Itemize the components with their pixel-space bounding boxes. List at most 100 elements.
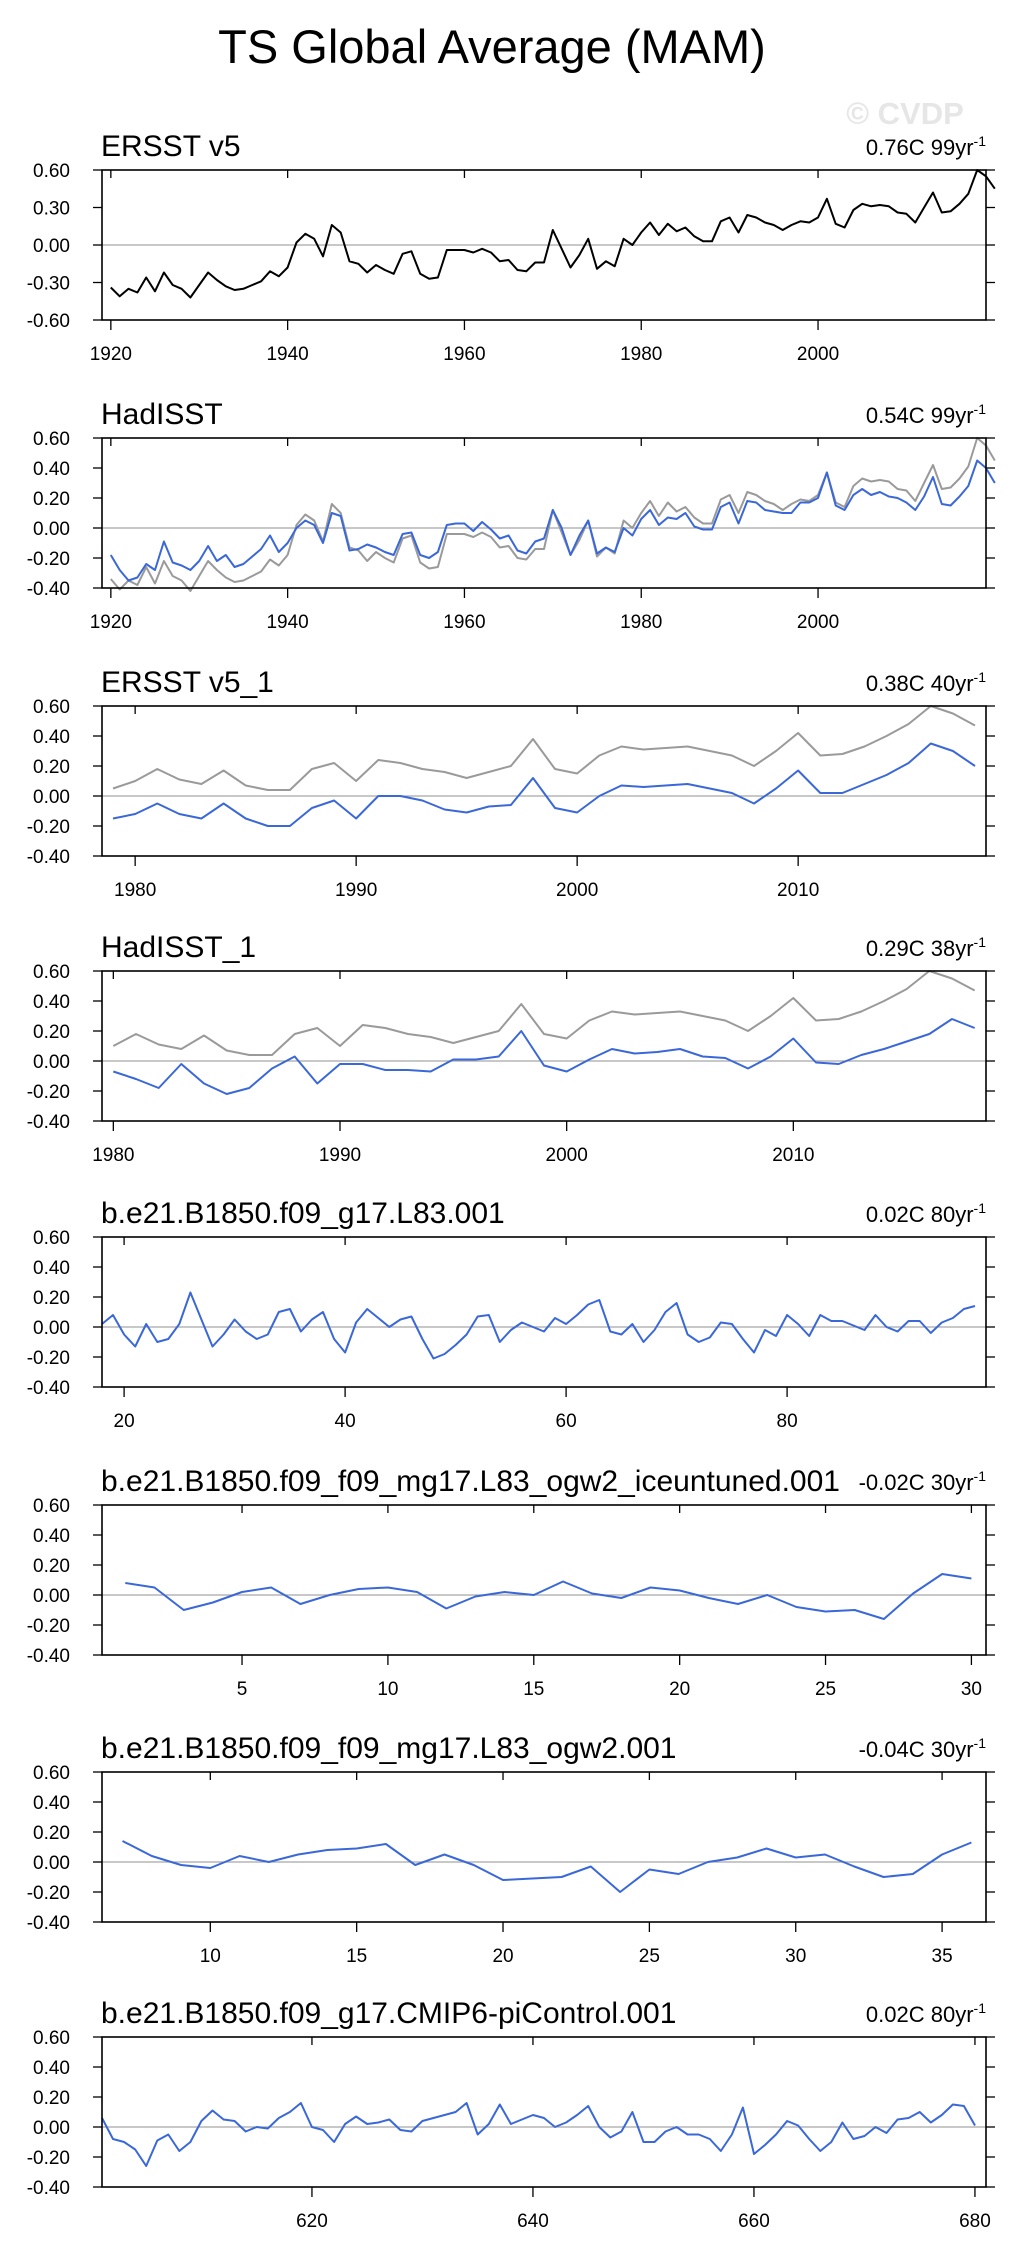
y-tick-label: 0.00: [33, 787, 70, 808]
trend-value: 0.29C 38yr: [866, 936, 974, 961]
x-tick-label: 1980: [620, 344, 662, 365]
trend-superscript: -1: [974, 2000, 987, 2016]
y-tick-label: 0.60: [33, 1763, 70, 1784]
x-tick-label: 2000: [797, 612, 839, 633]
y-tick-label: 0.00: [33, 236, 70, 257]
trend-superscript: -1: [974, 133, 987, 149]
y-tick-label: -0.40: [27, 1378, 70, 1399]
x-tick-label: 40: [335, 1411, 356, 1432]
plot-frame: [101, 437, 987, 589]
x-tick-label: 2000: [556, 880, 598, 901]
y-tick-label: 0.00: [33, 1853, 70, 1874]
x-tick-label: 1980: [620, 612, 662, 633]
y-tick-label: 0.00: [33, 1586, 70, 1607]
x-tick-label: 15: [346, 1946, 367, 1967]
x-tick-label: 2000: [797, 344, 839, 365]
x-tick-label: 620: [296, 2211, 328, 2232]
plot-frame: [101, 1771, 987, 1923]
y-tick-label: 0.40: [33, 1526, 70, 1547]
trend-label: 0.76C 99yr-1: [866, 133, 986, 160]
series-line-series: [125, 1573, 972, 1620]
chart-panels: ERSST v5 0.76C 99yr-10.600.300.00-0.30-0.…: [27, 130, 996, 2232]
chart-panel: ERSST v5_1 0.38C 40yr-1 0.60 0.40 0.20 0.00 -0…: [27, 666, 995, 901]
y-tick-label: 0.60: [33, 161, 70, 182]
y-tick-label: -0.20: [27, 1883, 70, 1904]
x-tick-label: 680: [959, 2211, 991, 2232]
trend-superscript: -1: [974, 401, 987, 417]
y-tick-label: 0.20: [33, 2088, 70, 2109]
plot-frame: [101, 1236, 987, 1388]
x-tick-label: 1980: [92, 1145, 134, 1166]
trend-superscript: -1: [974, 669, 987, 685]
trend-value: -0.02C 30yr: [859, 1470, 974, 1495]
trend-label: -0.02C 30yr-1: [859, 1468, 987, 1495]
panel-title: HadISST_1: [101, 931, 256, 964]
plot-frame: [101, 970, 987, 1122]
panel-title: b.e21.B1850.f09_g17.CMIP6-piControl.001: [101, 1997, 676, 2030]
panel-title: b.e21.B1850.f09_f09_mg17.L83_ogw2.001: [101, 1732, 677, 1765]
y-tick-label: 0.20: [33, 1288, 70, 1309]
x-tick-label: 20: [669, 1679, 690, 1700]
series-line-series: [101, 2102, 976, 2167]
chart-panel: b.e21.B1850.f09_g17.L83.001 0.02C 80yr-10…: [27, 1197, 995, 1432]
x-tick-label: 660: [738, 2211, 770, 2232]
plot-frame: [101, 2036, 987, 2188]
x-tick-label: 2010: [777, 880, 819, 901]
y-tick-label: -0.20: [27, 549, 70, 570]
chart-panel: ERSST v5 0.76C 99yr-1 0.60 0.30 0.00 -0.30 -0.…: [27, 130, 996, 365]
y-tick-label: 0.00: [33, 519, 70, 540]
trend-label: 0.02C 80yr-1: [866, 2000, 986, 2027]
trend-label: 0.54C 99yr-1: [866, 401, 986, 428]
y-tick-label: 0.20: [33, 757, 70, 778]
y-tick-label: 0.60: [33, 697, 70, 718]
chart-panel: HadISST_1 0.29C 38yr-1 0.60 0.40 0.20 0.00 -0.…: [27, 931, 995, 1166]
y-tick-label: -0.40: [27, 1112, 70, 1133]
series-line-comparison: [112, 970, 976, 1056]
x-tick-label: 1920: [90, 344, 132, 365]
chart-panel: HadISST 0.54C 99yr-1 0.60 0.40 0.20 0.00 -0.20…: [27, 398, 996, 633]
plot-frame: [101, 705, 987, 857]
plot-frame: [101, 1504, 987, 1656]
x-tick-label: 5: [237, 1679, 248, 1700]
y-tick-label: 0.30: [33, 199, 70, 220]
y-tick-label: 0.20: [33, 1022, 70, 1043]
trend-value: 0.02C 80yr: [866, 1202, 974, 1227]
y-tick-label: -0.20: [27, 2148, 70, 2169]
y-tick-label: 0.40: [33, 1258, 70, 1279]
y-tick-label: 0.40: [33, 727, 70, 748]
trend-superscript: -1: [974, 1200, 987, 1216]
x-tick-label: 35: [932, 1946, 953, 1967]
x-tick-label: 1980: [114, 880, 156, 901]
y-tick-label: 0.60: [33, 2028, 70, 2049]
x-tick-label: 80: [777, 1411, 798, 1432]
y-tick-label: -0.40: [27, 2178, 70, 2199]
y-tick-label: -0.40: [27, 1913, 70, 1934]
y-tick-label: 0.20: [33, 1556, 70, 1577]
panel-title: b.e21.B1850.f09_g17.L83.001: [101, 1197, 505, 1230]
chart-panel: b.e21.B1850.f09_f09_mg17.L83_ogw2_iceunt…: [27, 1465, 995, 1700]
series-line-series: [122, 1840, 972, 1893]
x-tick-label: 1990: [335, 880, 377, 901]
trend-label: 0.02C 80yr-1: [866, 1200, 986, 1227]
y-tick-label: -0.40: [27, 847, 70, 868]
trend-superscript: -1: [974, 934, 987, 950]
x-tick-label: 25: [639, 1946, 660, 1967]
x-tick-label: 1960: [443, 344, 485, 365]
x-tick-label: 1940: [266, 344, 308, 365]
y-tick-label: 0.00: [33, 2118, 70, 2139]
y-tick-label: 0.40: [33, 1793, 70, 1814]
x-tick-label: 1990: [319, 1145, 361, 1166]
y-tick-label: 0.60: [33, 962, 70, 983]
x-tick-label: 30: [785, 1946, 806, 1967]
y-tick-label: 0.60: [33, 1496, 70, 1517]
chart-panel: b.e21.B1850.f09_g17.CMIP6-piControl.001 0…: [27, 1997, 995, 2232]
x-tick-label: 10: [377, 1679, 398, 1700]
x-tick-label: 15: [523, 1679, 544, 1700]
y-tick-label: 0.20: [33, 489, 70, 510]
chart-panel: b.e21.B1850.f09_f09_mg17.L83_ogw2.001 -0.…: [27, 1732, 995, 1967]
series-line-comparison: [110, 437, 996, 592]
x-tick-label: 2000: [546, 1145, 588, 1166]
trend-value: 0.76C 99yr: [866, 135, 974, 160]
x-tick-label: 1920: [90, 612, 132, 633]
panel-title: ERSST v5_1: [101, 666, 274, 699]
